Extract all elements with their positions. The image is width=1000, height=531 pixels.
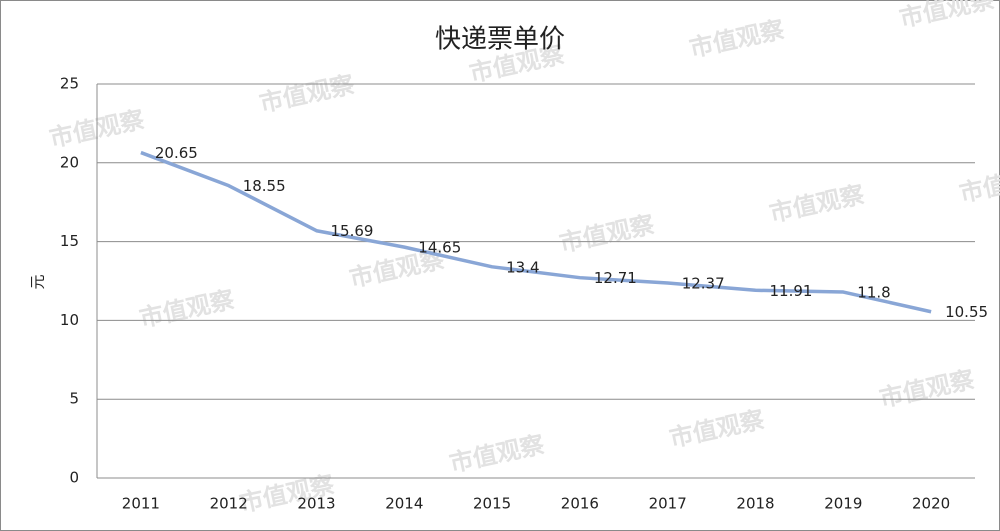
y-axis-label: 元	[29, 274, 47, 289]
data-line	[140, 150, 932, 314]
data-label: 20.65	[155, 144, 198, 162]
x-tick-label: 2017	[649, 495, 687, 513]
data-label: 12.71	[594, 269, 637, 287]
x-tick-label: 2014	[385, 495, 423, 513]
data-label: 12.37	[682, 275, 725, 293]
x-tick-label: 2011	[122, 495, 160, 513]
data-label: 13.4	[506, 258, 539, 276]
x-tick-label: 2016	[561, 495, 599, 513]
data-label: 14.65	[418, 239, 461, 257]
y-tick-label: 5	[69, 390, 79, 408]
x-tick-label: 2020	[912, 495, 950, 513]
y-tick-label: 20	[60, 153, 79, 171]
x-tick-label: 2019	[824, 495, 862, 513]
y-tick-label: 10	[60, 311, 79, 329]
x-tick-label: 2012	[210, 495, 248, 513]
y-tick-label: 25	[60, 75, 79, 93]
data-label: 11.8	[857, 284, 890, 302]
data-label: 15.69	[331, 222, 374, 240]
y-tick-label: 0	[69, 469, 79, 487]
y-tick-label: 15	[60, 232, 79, 250]
data-label: 10.55	[945, 303, 988, 321]
x-tick-label: 2015	[473, 495, 511, 513]
data-label: 18.55	[243, 177, 286, 195]
data-label: 11.91	[770, 282, 813, 300]
chart-title: 快递票单价	[435, 25, 565, 55]
x-tick-label: 2018	[736, 495, 774, 513]
x-tick-label: 2013	[297, 495, 335, 513]
